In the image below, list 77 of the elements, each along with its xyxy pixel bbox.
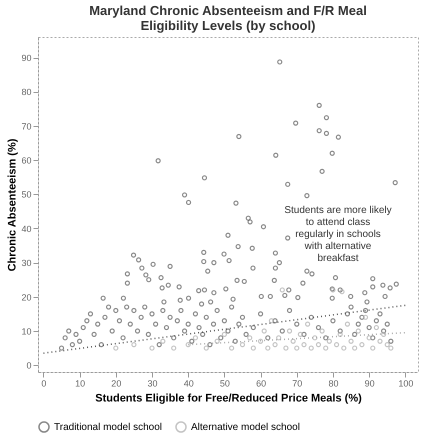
point bbox=[283, 345, 289, 351]
point bbox=[229, 345, 234, 351]
x-tick-label: 100 bbox=[398, 378, 414, 388]
y-axis-title: Chronic Absenteeism (%) bbox=[6, 138, 18, 272]
point bbox=[272, 342, 278, 348]
point bbox=[265, 345, 270, 351]
point bbox=[384, 342, 390, 348]
y-tick-label: 20 bbox=[21, 292, 32, 302]
point bbox=[250, 345, 256, 351]
point bbox=[240, 342, 246, 348]
point bbox=[192, 335, 198, 340]
point bbox=[149, 345, 155, 351]
point bbox=[258, 338, 264, 344]
point bbox=[359, 342, 365, 348]
point bbox=[323, 345, 328, 351]
point bbox=[308, 345, 314, 351]
y-tick-label: 10 bbox=[21, 326, 32, 336]
point bbox=[377, 338, 383, 344]
point bbox=[305, 322, 310, 327]
point bbox=[316, 342, 322, 348]
point bbox=[160, 338, 166, 344]
point bbox=[286, 328, 292, 334]
y-tick-label: 70 bbox=[21, 121, 32, 132]
point bbox=[362, 314, 368, 320]
point bbox=[334, 342, 340, 348]
point bbox=[366, 335, 372, 340]
point bbox=[348, 338, 354, 344]
x-tick-label: 90 bbox=[364, 378, 375, 388]
x-tick-label: 30 bbox=[147, 378, 158, 388]
x-tick-label: 10 bbox=[75, 378, 86, 388]
x-tick-label: 0 bbox=[41, 378, 46, 388]
point bbox=[301, 342, 307, 348]
point bbox=[294, 345, 300, 351]
point bbox=[262, 328, 267, 334]
y-tick-label: 30 bbox=[21, 258, 32, 268]
point bbox=[370, 345, 376, 351]
point bbox=[171, 345, 176, 351]
point bbox=[356, 328, 361, 334]
legend-label: Traditional model school bbox=[54, 422, 162, 433]
point bbox=[186, 342, 191, 348]
point bbox=[113, 345, 118, 351]
y-tick-label: 90 bbox=[21, 53, 32, 64]
legend-label: Alternative model school bbox=[191, 422, 300, 433]
y-tick-label: 50 bbox=[21, 190, 32, 200]
x-tick-label: 80 bbox=[328, 378, 338, 388]
x-tick-label: 50 bbox=[220, 378, 230, 388]
point bbox=[312, 335, 318, 340]
x-tick-label: 20 bbox=[111, 378, 122, 388]
annotation: Students are more likely to attend class regularly in schools with alternative breakfast bbox=[284, 205, 392, 264]
point bbox=[374, 324, 379, 330]
point bbox=[280, 287, 285, 293]
chart-title: Maryland Chronic Absenteeism and F/R Meal Eligibility Levels (by school) bbox=[89, 3, 367, 33]
x-tick-label: 40 bbox=[184, 378, 194, 388]
x-tick-label: 60 bbox=[256, 378, 266, 388]
y-tick-label: 80 bbox=[21, 87, 32, 98]
point bbox=[247, 335, 252, 340]
point bbox=[326, 338, 332, 344]
point bbox=[319, 328, 325, 334]
point bbox=[214, 338, 220, 344]
point bbox=[298, 332, 303, 337]
y-tick-label: 0 bbox=[26, 360, 32, 371]
point bbox=[204, 345, 209, 351]
point bbox=[268, 318, 274, 324]
point bbox=[352, 345, 358, 351]
point bbox=[381, 332, 386, 337]
point bbox=[276, 335, 282, 340]
point bbox=[341, 345, 346, 351]
point bbox=[290, 338, 296, 344]
point bbox=[222, 332, 227, 337]
point bbox=[388, 345, 394, 351]
point bbox=[131, 342, 137, 348]
y-tick-label: 40 bbox=[21, 224, 32, 234]
point bbox=[344, 322, 350, 327]
x-tick-label: 70 bbox=[292, 378, 302, 388]
x-axis-title: Students Eligible for Free/Reduced Price Meals (%) bbox=[95, 392, 362, 404]
point bbox=[338, 332, 343, 337]
y-tick-label: 60 bbox=[21, 156, 32, 166]
